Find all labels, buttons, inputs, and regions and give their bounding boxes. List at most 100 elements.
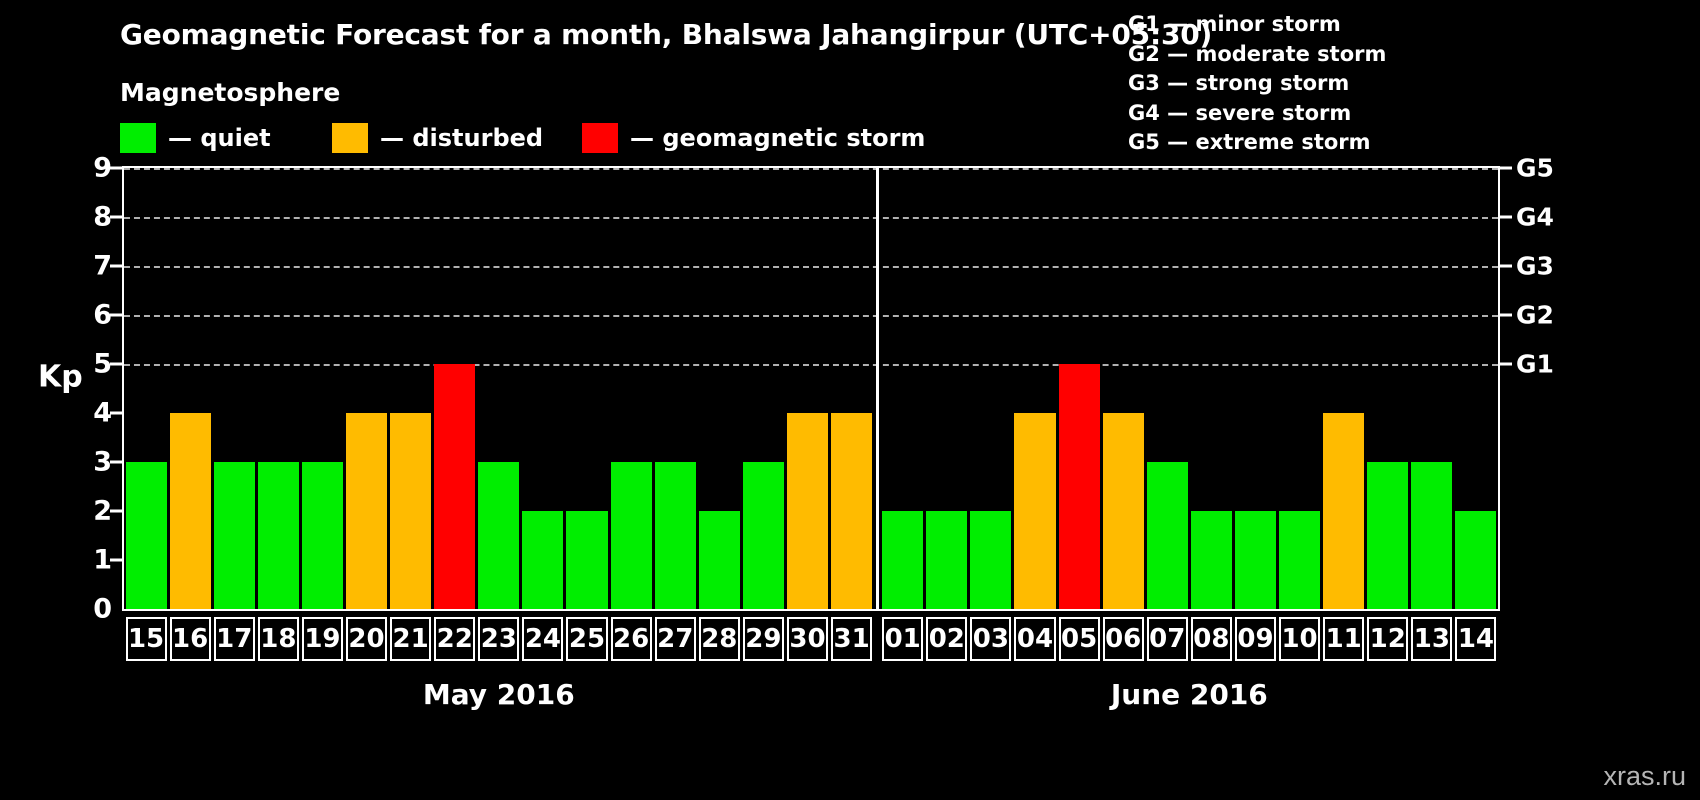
bar-14 [1455, 511, 1497, 609]
bar-18 [257, 462, 299, 609]
bar-23 [478, 462, 520, 609]
bar-24 [522, 511, 564, 609]
legend-entry-disturbed: — disturbed [332, 122, 543, 154]
bar-06 [1102, 413, 1144, 609]
date-box-29: 29 [742, 617, 784, 661]
date-box-13: 13 [1411, 617, 1453, 661]
date-box-02: 02 [926, 617, 968, 661]
bar-07 [1146, 462, 1188, 609]
y-tick-label-3: 3 [93, 446, 112, 478]
legend-label: — quiet [168, 124, 271, 152]
chart-bars [124, 168, 1498, 609]
gridline-kp-5 [124, 364, 1498, 366]
bar-26 [610, 462, 652, 609]
bar-22 [434, 364, 476, 609]
y-tick-mark-2 [110, 509, 122, 513]
bar-13 [1411, 462, 1453, 609]
bar-25 [566, 511, 608, 609]
g-tick-label-g3: G3 [1516, 251, 1554, 281]
g-tick-mark-g2 [1500, 313, 1512, 317]
bar-21 [390, 413, 432, 609]
date-box-09: 09 [1234, 617, 1276, 661]
date-box-31: 31 [831, 617, 873, 661]
y-tick-label-2: 2 [93, 495, 112, 527]
date-box-23: 23 [478, 617, 520, 661]
date-box-20: 20 [345, 617, 388, 661]
date-axis: 15 16 17 18 19 20 21 22 23 24 25 26 27 28 29 30 31 01 02 03… [122, 617, 1500, 661]
date-box-25: 25 [566, 617, 608, 661]
date-box-05: 05 [1058, 617, 1100, 661]
month-label-may: May 2016 [422, 678, 575, 711]
bar-01 [882, 511, 924, 609]
y-tick-label-4: 4 [93, 397, 112, 429]
magnetosphere-heading: Magnetosphere [120, 78, 341, 107]
g-tick-label-g5: G5 [1516, 153, 1554, 183]
y-tick-label-8: 8 [93, 201, 112, 233]
storm-scale-item-g1: G1 — minor storm [1128, 12, 1341, 36]
legend-entry-geomagneticstorm: — geomagnetic storm [582, 122, 925, 154]
bar-11 [1323, 413, 1365, 609]
storm-scale-item-g5: G5 — extreme storm [1128, 130, 1371, 154]
y-tick-label-7: 7 [93, 250, 112, 282]
bar-29 [742, 462, 784, 609]
date-box-10: 10 [1279, 617, 1321, 661]
bar-02 [926, 511, 968, 609]
g-tick-label-g4: G4 [1516, 202, 1554, 232]
g-tick-mark-g3 [1500, 264, 1512, 268]
legend-label: — geomagnetic storm [630, 124, 926, 152]
y-tick-mark-1 [110, 558, 122, 562]
chart-plot-area [122, 166, 1500, 611]
gridline-kp-9 [124, 168, 1498, 170]
g-tick-mark-g5 [1500, 166, 1512, 170]
legend-entry-quiet: — quiet [120, 122, 271, 154]
y-tick-label-5: 5 [93, 348, 112, 380]
date-box-12: 12 [1367, 617, 1409, 661]
y-tick-mark-7 [110, 264, 122, 268]
page-title: Geomagnetic Forecast for a month, Bhalsw… [120, 18, 1213, 51]
bar-30 [786, 413, 829, 609]
legend-swatch-storm [582, 123, 618, 153]
bar-03 [970, 511, 1012, 609]
bar-28 [698, 511, 740, 609]
y-tick-label-6: 6 [93, 299, 112, 331]
y-axis-title: Kp [38, 359, 83, 395]
y-tick-mark-3 [110, 460, 122, 464]
g-tick-label-g1: G1 [1516, 349, 1554, 379]
date-box-30: 30 [786, 617, 829, 661]
date-box-03: 03 [970, 617, 1012, 661]
date-box-06: 06 [1102, 617, 1144, 661]
date-box-21: 21 [390, 617, 432, 661]
date-box-24: 24 [522, 617, 564, 661]
bar-05 [1058, 364, 1100, 609]
bar-20 [345, 413, 388, 609]
storm-scale-legend: G1 — minor storm G2 — moderate storm G3 … [1128, 10, 1548, 158]
legend-label: — disturbed [380, 124, 544, 152]
y-tick-label-0: 0 [93, 593, 112, 625]
date-box-04: 04 [1014, 617, 1056, 661]
gridline-kp-8 [124, 217, 1498, 219]
y-tick-mark-8 [110, 215, 122, 219]
date-box-08: 08 [1190, 617, 1232, 661]
bar-16 [169, 413, 211, 609]
date-box-18: 18 [257, 617, 299, 661]
bar-10 [1279, 511, 1321, 609]
bar-12 [1367, 462, 1409, 609]
legend-swatch-disturbed [332, 123, 368, 153]
bar-08 [1190, 511, 1232, 609]
date-box-22: 22 [434, 617, 476, 661]
bar-04 [1014, 413, 1056, 609]
gridline-kp-7 [124, 266, 1498, 268]
gridline-kp-6 [124, 315, 1498, 317]
bar-19 [301, 462, 343, 609]
g-tick-mark-g4 [1500, 215, 1512, 219]
date-box-01: 01 [882, 617, 924, 661]
date-box-26: 26 [610, 617, 652, 661]
month-label-june: June 2016 [1110, 678, 1268, 711]
date-box-07: 07 [1146, 617, 1188, 661]
bar-15 [125, 462, 167, 609]
y-tick-mark-6 [110, 313, 122, 317]
chart-gridlines [124, 166, 1498, 611]
y-tick-mark-5 [110, 362, 122, 366]
g-tick-label-g2: G2 [1516, 300, 1554, 330]
month-divider [876, 166, 880, 611]
